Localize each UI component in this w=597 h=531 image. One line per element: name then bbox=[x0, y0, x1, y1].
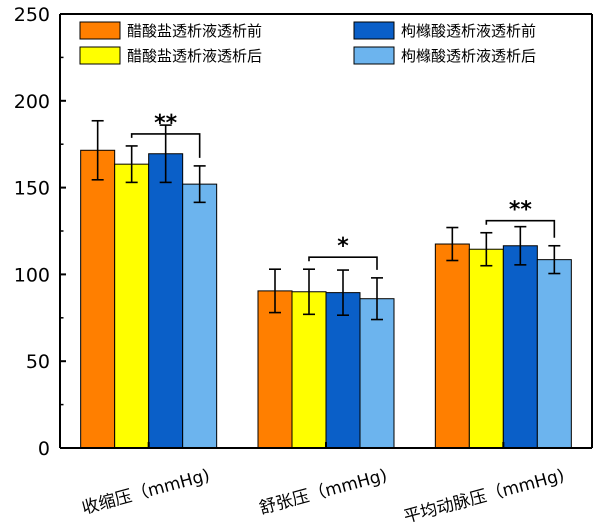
y-tick-label-200: 200 bbox=[14, 91, 50, 113]
legend-label-2: 醋酸盐透析液透析后 bbox=[127, 47, 262, 65]
y-tick-label-0: 0 bbox=[38, 438, 50, 460]
bar-series-4-category-2 bbox=[359, 298, 395, 449]
significance-bracket-2 bbox=[308, 256, 378, 270]
x-category-label-2: 舒张压（mmHg) bbox=[257, 466, 389, 519]
x-category-label-1: 收缩压（mmHg) bbox=[80, 466, 212, 519]
y-tick-label-100: 100 bbox=[14, 264, 50, 286]
bar-series-4-category-3 bbox=[536, 259, 572, 449]
bars-layer bbox=[80, 149, 572, 449]
significance-bracket-1 bbox=[130, 133, 201, 158]
legend-label-4: 枸橼酸透析液透析后 bbox=[401, 47, 536, 65]
legend-swatch-4 bbox=[353, 46, 395, 65]
legend-swatch-2 bbox=[79, 46, 121, 65]
bar-series-1-category-1 bbox=[80, 149, 116, 449]
significance-label-1: ** bbox=[154, 111, 178, 136]
legend-label-3: 枸橼酸透析液透析前 bbox=[401, 22, 536, 40]
bar-series-2-category-3 bbox=[468, 248, 504, 449]
legend-label-1: 醋酸盐透析液透析前 bbox=[127, 22, 262, 40]
bar-series-3-category-1 bbox=[148, 153, 184, 449]
y-tick-label-250: 250 bbox=[14, 4, 50, 26]
bar-series-2-category-1 bbox=[114, 163, 150, 449]
bar-series-3-category-2 bbox=[325, 292, 361, 449]
bar-series-1-category-3 bbox=[434, 243, 470, 449]
significance-label-3: ** bbox=[509, 198, 533, 223]
significance-label-2: * bbox=[337, 234, 349, 259]
bar-series-1-category-2 bbox=[257, 290, 293, 449]
error-bars-layer bbox=[91, 119, 561, 321]
x-category-label-3: 平均动脉压（mmHg) bbox=[402, 466, 567, 528]
legend-swatch-3 bbox=[353, 21, 395, 40]
significance-layer: ***** bbox=[130, 111, 556, 270]
y-tick-label-50: 50 bbox=[26, 351, 50, 373]
legend-swatch-1 bbox=[79, 21, 121, 40]
bar-series-3-category-3 bbox=[502, 245, 538, 449]
y-tick-label-150: 150 bbox=[14, 178, 50, 200]
bar-series-4-category-1 bbox=[182, 183, 218, 449]
bar-series-2-category-2 bbox=[291, 291, 327, 449]
significance-bracket-3 bbox=[485, 219, 556, 238]
